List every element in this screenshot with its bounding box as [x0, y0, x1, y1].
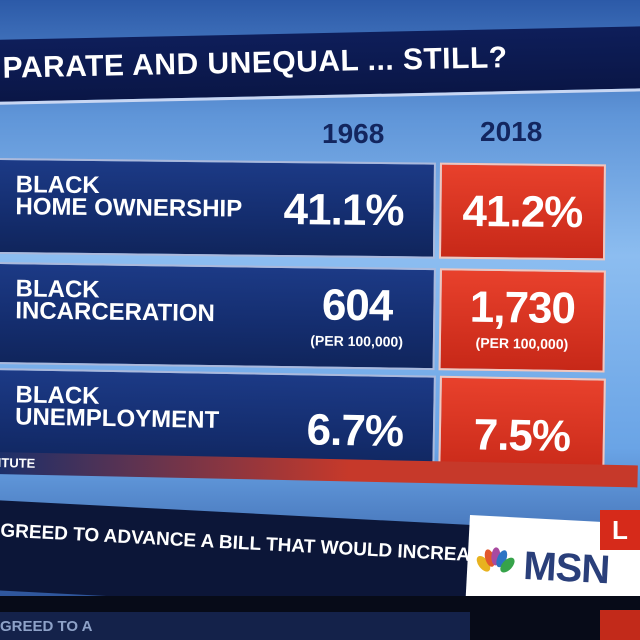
live-tag: L — [600, 510, 640, 550]
value-2018-box: 1,730 (PER 100,000) — [438, 268, 606, 373]
row-incarceration: BLACK INCARCERATION 604 (PER 100,000) 1,… — [0, 262, 606, 373]
year-2018-header: 2018 — [480, 116, 543, 147]
network-logo-text: MSN — [522, 543, 611, 593]
row-label: BLACK UNEMPLOYMENT — [14, 381, 220, 434]
reflected-ticker: GREED TO A — [0, 612, 470, 640]
value-2018-unit: (PER 100,000) — [475, 334, 569, 352]
row-label: BLACK INCARCERATION — [15, 275, 216, 328]
value-1968: 6.7% — [306, 405, 404, 457]
row-label-box: BLACK HOME OWNERSHIP 41.1% — [0, 158, 436, 259]
title-banner: PARATE AND UNEQUAL ... STILL? — [0, 25, 640, 105]
value-1968: 604 (PER 100,000) — [310, 280, 404, 350]
value-2018: 1,730 — [469, 282, 576, 334]
network-logo-box: MSN — [465, 515, 640, 609]
row-label-box: BLACK INCARCERATION 604 (PER 100,000) — [0, 262, 436, 371]
year-1968-header: 1968 — [322, 118, 385, 149]
row-home-ownership: BLACK HOME OWNERSHIP 41.1% 41.2% — [0, 158, 610, 261]
value-2018-box: 41.2% — [438, 162, 606, 261]
reflected-red-tag — [600, 610, 640, 640]
value-1968-unit: (PER 100,000) — [310, 332, 404, 350]
row-label: BLACK HOME OWNERSHIP — [15, 171, 243, 223]
graphic-title: PARATE AND UNEQUAL ... STILL? — [2, 41, 508, 85]
value-2018: 7.5% — [473, 410, 571, 462]
value-1968: 41.1% — [283, 185, 404, 236]
value-2018: 41.2% — [462, 186, 583, 238]
peacock-icon — [476, 547, 515, 573]
ticker-text: GREED TO ADVANCE A BILL THAT WOULD INCRE… — [0, 520, 471, 566]
